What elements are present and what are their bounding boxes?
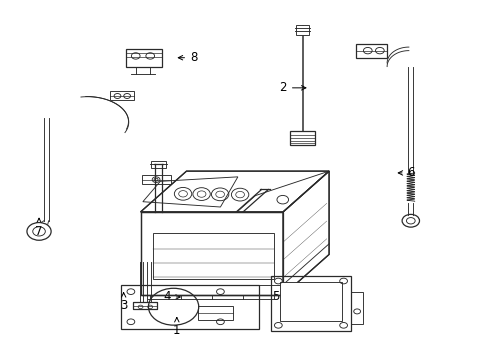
Polygon shape (133, 302, 157, 309)
Text: 6: 6 (397, 166, 414, 179)
Polygon shape (110, 91, 134, 100)
Polygon shape (126, 49, 162, 67)
Text: 2: 2 (279, 81, 305, 94)
Polygon shape (283, 171, 328, 295)
Text: 1: 1 (173, 318, 180, 337)
Polygon shape (140, 212, 283, 295)
Text: 7: 7 (35, 218, 42, 238)
Text: 4: 4 (163, 291, 180, 303)
Polygon shape (355, 44, 386, 58)
Text: 8: 8 (178, 51, 197, 64)
Polygon shape (290, 131, 314, 145)
Text: 3: 3 (120, 293, 127, 312)
Polygon shape (296, 25, 308, 35)
Text: 5: 5 (272, 291, 288, 303)
Polygon shape (140, 171, 328, 212)
Polygon shape (279, 282, 342, 321)
